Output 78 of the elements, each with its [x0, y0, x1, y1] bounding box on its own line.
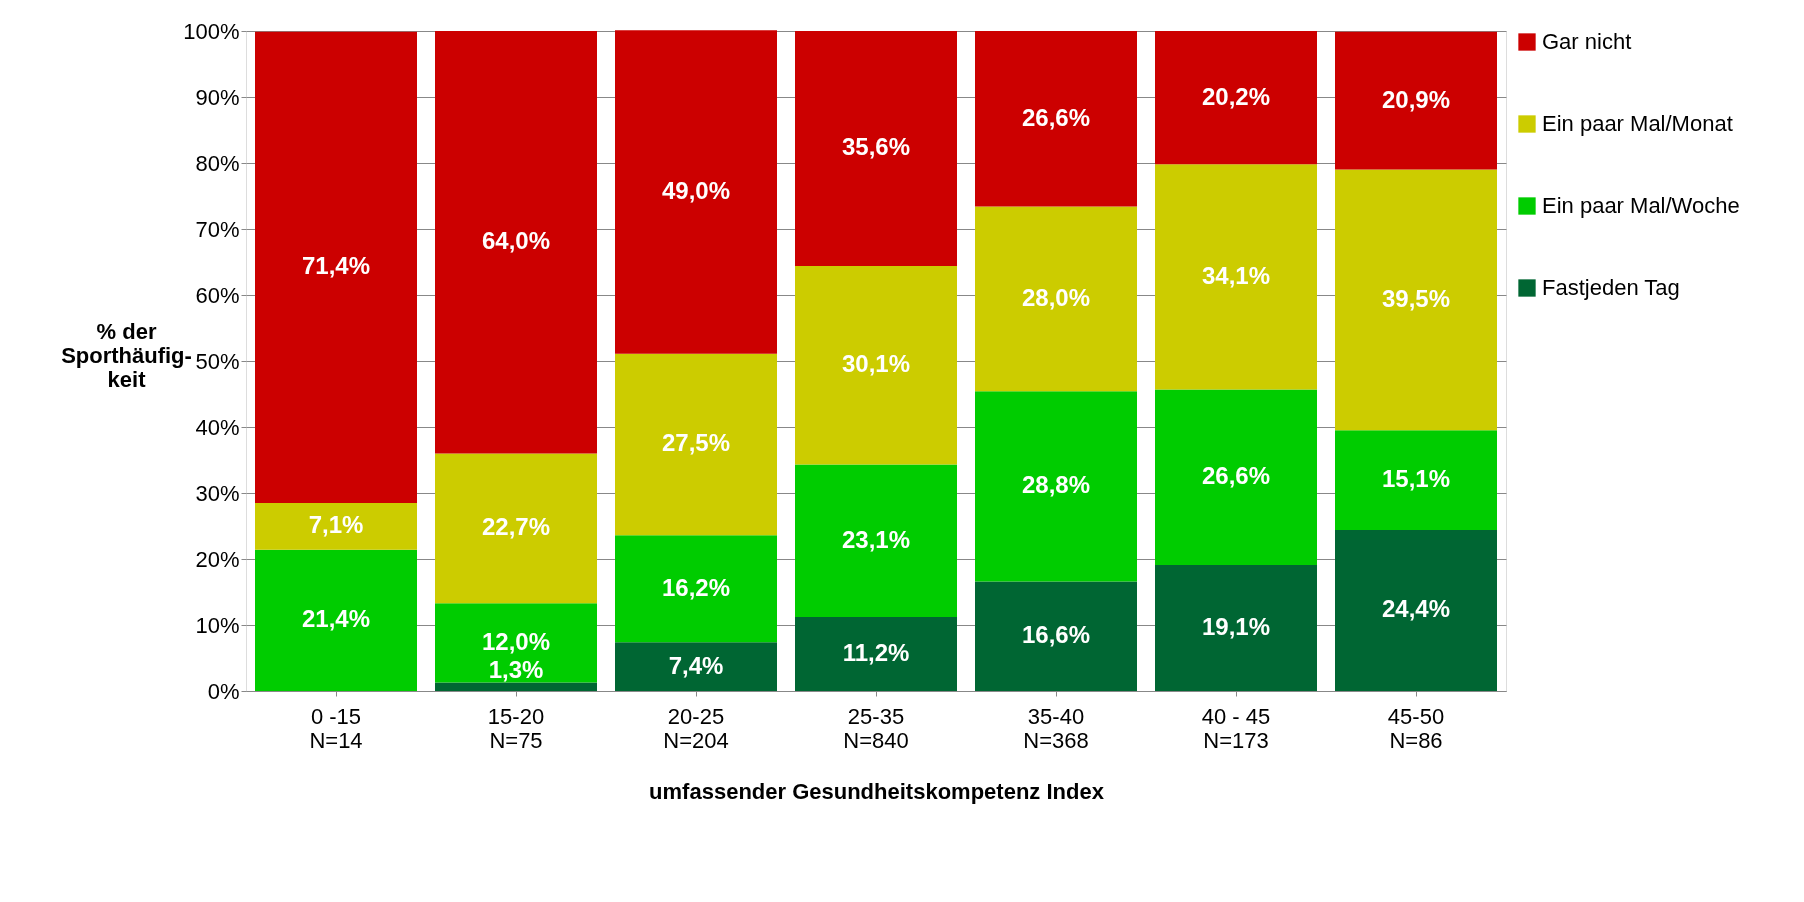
legend-label: Ein paar Mal/Monat: [1542, 111, 1733, 136]
bar: [435, 31, 597, 454]
bar: [975, 581, 1137, 691]
data-label: 71,4%: [301, 252, 371, 280]
data-label: 28,0%: [1021, 283, 1091, 311]
y-tick-label: 10%: [195, 612, 240, 638]
bar: [1335, 430, 1497, 530]
bar: [255, 502, 417, 550]
bar: [435, 453, 597, 604]
bar: [795, 464, 957, 618]
bar: [975, 31, 1137, 207]
y-axis-title: % der Sporthäufig- keit: [61, 318, 192, 392]
bar: [1155, 564, 1317, 691]
x-tick-label: 25-35 N=840: [843, 703, 909, 753]
data-label: 30,1%: [841, 350, 911, 378]
y-tick-label: 80%: [195, 150, 240, 176]
data-label: 26,6%: [1201, 462, 1271, 490]
data-label: 22,7%: [481, 513, 551, 541]
y-tick-label: 100%: [183, 18, 240, 44]
y-tick-label: 90%: [195, 84, 240, 110]
data-label: 27,5%: [661, 429, 731, 457]
bar: [1155, 164, 1317, 390]
x-tick-label: 40 - 45 N=173: [1201, 703, 1271, 753]
x-tick-label: 35-40 N=368: [1023, 703, 1089, 753]
legend-label: Ein paar Mal/Woche: [1542, 193, 1740, 218]
y-tick-label: 40%: [195, 414, 240, 440]
data-label: 21,4%: [301, 605, 371, 633]
data-label: 16,2%: [661, 573, 731, 601]
y-tick-label: 70%: [195, 216, 240, 242]
data-label: 28,8%: [1021, 471, 1091, 499]
y-tick-label: 50%: [195, 348, 240, 374]
bar: [975, 206, 1137, 392]
x-axis-title: umfassender Gesundheitskompetenz Index: [649, 778, 1105, 804]
data-label: 26,6%: [1021, 103, 1091, 131]
data-label: 15,1%: [1381, 465, 1451, 493]
data-label: 35,6%: [841, 133, 911, 161]
bar: [795, 617, 957, 691]
bar: [435, 603, 597, 683]
bar: [255, 549, 417, 691]
data-label: 23,1%: [841, 525, 911, 553]
legend-label: Fastjeden Tag: [1542, 275, 1680, 300]
bar: [795, 265, 957, 465]
data-label: 39,5%: [1381, 284, 1451, 312]
data-label: 24,4%: [1381, 595, 1451, 623]
bar: [255, 31, 417, 503]
bar: [615, 30, 777, 354]
data-label: 49,0%: [661, 177, 731, 205]
y-tick-label: 60%: [195, 282, 240, 308]
bar: [615, 353, 777, 536]
data-label: 7,4%: [668, 651, 724, 679]
x-tick-label: 20-25 N=204: [663, 703, 729, 753]
data-label: 34,1%: [1201, 261, 1271, 289]
y-tick-label: 20%: [195, 546, 240, 572]
y-tick-label: 30%: [195, 480, 240, 506]
bar: [435, 682, 597, 691]
bar: [1335, 169, 1497, 431]
bar: [1335, 529, 1497, 691]
bar: [1155, 31, 1317, 165]
data-label: 11,2%: [842, 639, 910, 667]
bar: [1335, 31, 1497, 170]
x-tick-label: 45-50 N=86: [1387, 703, 1445, 753]
data-label: 12,0%: [481, 627, 551, 655]
bar: [1155, 389, 1317, 565]
data-label: 20,2%: [1201, 82, 1271, 110]
data-label: 1,3%: [488, 656, 544, 684]
y-tick-label: 0%: [207, 678, 240, 704]
bar: [795, 31, 957, 266]
data-label: 7,1%: [308, 511, 364, 539]
x-tick-label: 0 -15 N=14: [309, 703, 363, 753]
data-label: 19,1%: [1201, 612, 1271, 640]
data-label: 20,9%: [1381, 85, 1451, 113]
bar: [615, 535, 777, 643]
data-label: 16,6%: [1021, 621, 1091, 649]
x-tick-label: 15-20 N=75: [487, 703, 545, 753]
bar: [615, 642, 777, 691]
bar: [975, 391, 1137, 582]
data-label: 64,0%: [481, 227, 551, 255]
legend-label: Gar nicht: [1542, 29, 1632, 54]
